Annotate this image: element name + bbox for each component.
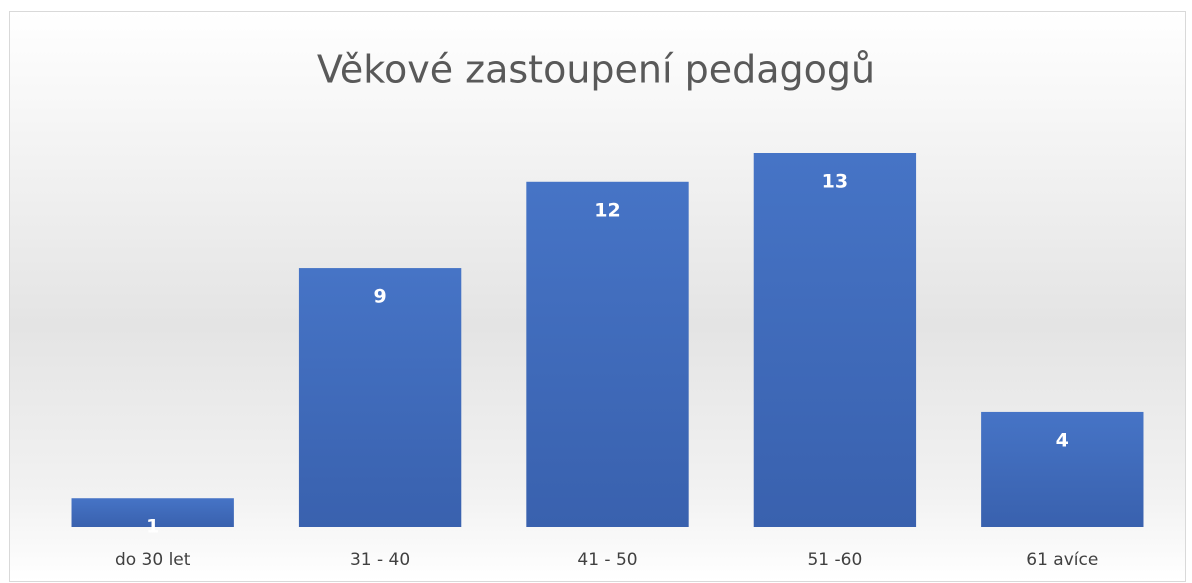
data-label: 9 xyxy=(373,286,386,308)
x-tick-label: 41 - 50 xyxy=(577,550,637,570)
data-label: 12 xyxy=(594,199,620,221)
data-label: 1 xyxy=(146,516,159,538)
x-tick-label: do 30 let xyxy=(115,550,191,570)
chart-title: Věkové zastoupení pedagogů xyxy=(317,48,875,92)
bar xyxy=(298,268,462,527)
x-tick-label: 51 -60 xyxy=(807,550,862,570)
bar xyxy=(981,411,1144,527)
x-tick-label: 31 - 40 xyxy=(350,550,410,570)
bar xyxy=(71,498,234,527)
x-tick-label: 61 avíce xyxy=(1026,550,1098,570)
data-label: 13 xyxy=(822,171,848,193)
data-label: 4 xyxy=(1056,429,1069,451)
plot-area: do 30 let 1 31 - 40 9 41 - 50 12 51 -60 13 61 av… xyxy=(71,153,1144,570)
bar xyxy=(526,181,689,527)
bar xyxy=(753,153,917,527)
